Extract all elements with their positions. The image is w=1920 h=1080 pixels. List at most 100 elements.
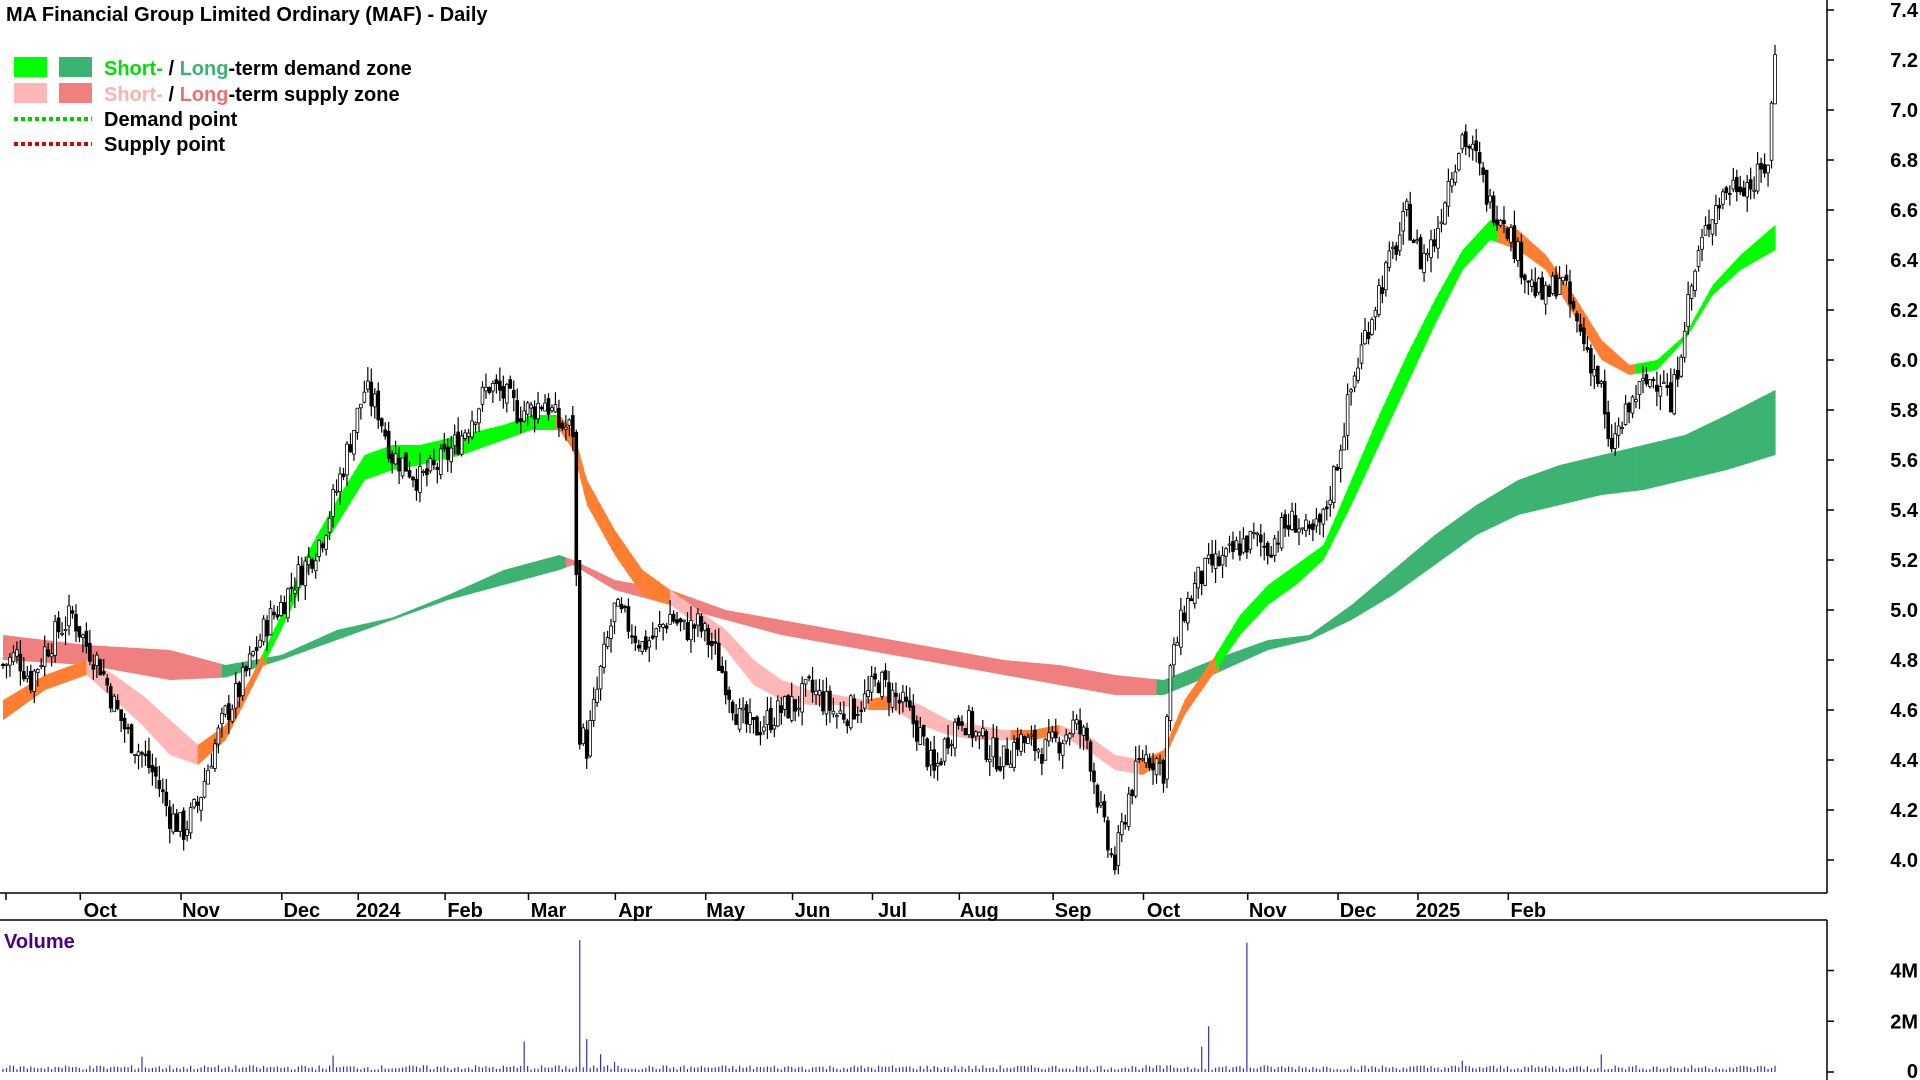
short-term-zone-segment: [1212, 654, 1217, 675]
candle-body: [1252, 531, 1256, 534]
long-term-zone-segment: [1472, 505, 1477, 538]
short-term-zone-segment: [760, 665, 765, 691]
short-term-zone-segment: [722, 627, 727, 650]
candle-body: [400, 457, 405, 477]
short-term-zone-segment: [1302, 557, 1307, 579]
long-term-zone-segment: [812, 625, 817, 642]
candle-body: [699, 616, 704, 632]
long-term-zone-segment: [1455, 517, 1460, 550]
short-term-zone-segment: [1424, 313, 1429, 348]
candle-body: [859, 709, 864, 712]
long-term-zone-segment: [1222, 655, 1227, 671]
long-term-zone-segment: [291, 648, 296, 657]
candle-body: [1529, 279, 1534, 287]
long-term-zone-segment: [1639, 445, 1644, 491]
x-tick-label: May: [706, 900, 746, 922]
long-term-zone-segment: [1611, 451, 1616, 494]
candle-body: [435, 466, 440, 471]
short-term-zone-segment: [1330, 520, 1335, 547]
candle-body: [1352, 375, 1357, 388]
candle-body: [317, 540, 321, 557]
candle-body: [869, 676, 874, 693]
candle-body: [84, 630, 89, 647]
long-term-zone-segment: [1688, 431, 1693, 480]
candle-body: [1731, 179, 1736, 190]
short-term-zone-segment: [221, 725, 226, 744]
candle-body: [1401, 211, 1406, 232]
candle-body: [1484, 169, 1489, 205]
long-term-zone-segment: [374, 620, 379, 627]
long-term-zone-segment: [1517, 478, 1522, 515]
long-term-zone-segment: [611, 578, 616, 590]
long-term-zone-segment: [614, 580, 619, 591]
candle-body: [1258, 534, 1263, 543]
long-term-zone-segment: [628, 582, 633, 595]
candle-body: [181, 810, 186, 840]
long-term-zone-segment: [586, 566, 591, 576]
long-term-zone-segment: [131, 647, 136, 674]
candle-body: [1453, 171, 1458, 183]
long-term-zone-segment: [1392, 567, 1397, 595]
short-term-zone-segment: [1458, 250, 1463, 277]
y-tick-label: 6.2: [1890, 300, 1918, 322]
candle-body: [1536, 278, 1541, 293]
long-term-zone-segment: [746, 613, 751, 627]
short-term-zone-segment: [1469, 238, 1474, 263]
short-term-zone-segment: [1476, 231, 1481, 255]
legend-swatch-short-supply: [14, 83, 47, 103]
short-term-zone-segment: [1382, 400, 1387, 438]
candle-body: [1314, 518, 1319, 527]
long-term-zone-segment: [1191, 667, 1196, 684]
candle-body: [1078, 720, 1082, 735]
short-term-zone-segment: [1604, 343, 1609, 364]
candle-body: [258, 639, 262, 648]
long-term-zone-segment: [1236, 650, 1241, 665]
candle-body: [842, 713, 846, 720]
short-term-zone-segment: [1538, 248, 1543, 268]
candle-body: [755, 716, 759, 736]
candle-body: [1425, 252, 1430, 256]
short-term-zone-segment: [75, 662, 81, 679]
long-term-zone-segment: [798, 623, 803, 639]
long-term-zone-segment: [1646, 443, 1651, 490]
long-term-zone-segment: [882, 638, 887, 654]
long-term-zone-segment: [951, 650, 956, 667]
candle-body: [1196, 566, 1201, 589]
long-term-zone-segment: [128, 647, 133, 674]
long-term-zone-segment: [395, 614, 400, 619]
short-term-zone-segment: [1337, 504, 1342, 533]
long-term-zone-segment: [1104, 673, 1109, 694]
candle-body: [1738, 186, 1743, 193]
long-term-zone-segment: [1177, 672, 1182, 690]
long-term-zone-segment: [148, 648, 154, 677]
candle-body: [425, 468, 429, 476]
short-term-zone-segment: [246, 679, 251, 699]
candle-body: [1516, 241, 1520, 261]
candle-body: [1133, 760, 1138, 797]
short-term-zone-segment: [41, 675, 46, 693]
candle-body: [376, 390, 381, 421]
long-term-zone-segment: [197, 657, 202, 679]
short-term-zone-segment: [148, 701, 154, 737]
short-term-zone-segment: [1410, 341, 1415, 378]
candle-body: [491, 382, 495, 392]
short-term-zone-segment: [736, 641, 741, 668]
short-term-zone-segment: [190, 738, 195, 764]
candle-body: [769, 707, 773, 731]
long-term-zone-segment: [419, 604, 425, 610]
long-term-zone-segment: [1267, 639, 1272, 650]
candle-body: [1422, 252, 1426, 273]
short-term-zone-segment: [13, 691, 18, 713]
long-term-zone-segment: [715, 606, 720, 619]
x-tick-label: Mar: [531, 900, 567, 922]
candle-body: [998, 766, 1002, 771]
long-term-zone-segment: [392, 616, 397, 620]
long-term-zone-segment: [1483, 498, 1488, 532]
candle-body: [1147, 757, 1152, 769]
candle-body: [793, 699, 797, 712]
candle-body: [1630, 396, 1635, 414]
long-term-zone-segment: [548, 556, 553, 573]
candle-body: [720, 665, 725, 673]
short-term-zone-segment: [739, 645, 744, 672]
candle-body: [366, 380, 370, 390]
